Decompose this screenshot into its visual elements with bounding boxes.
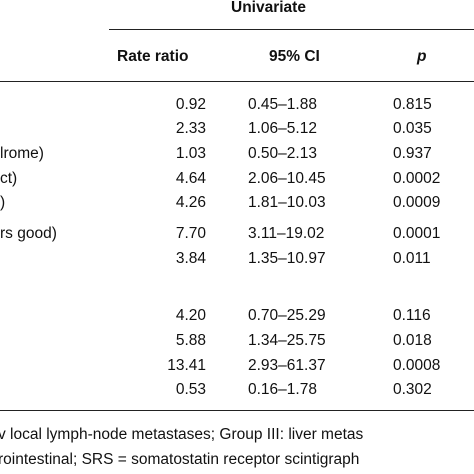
ci-cell: 2.93–61.37 — [248, 357, 326, 374]
p-value-cell: 0.011 — [393, 250, 431, 267]
p-value-cell: 0.302 — [393, 381, 432, 398]
row-label: ct) — [0, 170, 18, 187]
group-header-underline — [109, 29, 474, 30]
ci-cell: 0.50–2.13 — [248, 145, 317, 162]
footnote-line-2: rointestinal; SRS = somatostatin recepto… — [0, 451, 360, 468]
p-value-cell: 0.018 — [393, 332, 432, 349]
rate-ratio-cell: 7.70 — [175, 225, 206, 242]
ci-column-header: 95% CI — [269, 48, 320, 65]
rate-ratio-cell: 4.20 — [175, 307, 206, 324]
row-label: rs good) — [0, 225, 57, 242]
row-label: lrome) — [0, 145, 44, 162]
p-value-cell: 0.035 — [393, 120, 432, 137]
ci-cell: 1.34–25.75 — [248, 332, 326, 349]
ci-cell: 0.16–1.78 — [248, 381, 317, 398]
rate-ratio-cell: 2.33 — [175, 120, 206, 137]
rate-ratio-cell: 5.88 — [175, 332, 206, 349]
ci-cell: 1.35–10.97 — [248, 250, 326, 267]
p-value-cell: 0.937 — [393, 145, 432, 162]
footnote-line-1: v local lymph-node metastases; Group III… — [0, 426, 364, 443]
row-label: ) — [0, 194, 6, 211]
rate-ratio-cell: 1.03 — [175, 145, 206, 162]
rate-ratio-cell: 0.92 — [175, 96, 206, 113]
ci-cell: 2.06–10.45 — [248, 170, 326, 187]
rate-ratio-cell: 4.26 — [175, 194, 206, 211]
table-bottom-rule — [0, 410, 474, 411]
p-value-cell: 0.0009 — [393, 194, 441, 211]
rate-ratio-column-header: Rate ratio — [117, 48, 189, 65]
ci-cell: 3.11–19.02 — [248, 225, 325, 242]
ci-cell: 1.06–5.12 — [248, 120, 317, 137]
p-value-cell: 0.0002 — [393, 170, 441, 187]
rate-ratio-cell: 0.53 — [175, 381, 206, 398]
p-value-cell: 0.815 — [393, 96, 432, 113]
ci-cell: 0.70–25.29 — [248, 307, 326, 324]
ci-cell: 0.45–1.88 — [248, 96, 317, 113]
rate-ratio-cell: 13.41 — [167, 357, 206, 374]
p-value-cell: 0.116 — [393, 307, 431, 324]
univariate-group-header: Univariate — [231, 0, 306, 16]
rate-ratio-cell: 4.64 — [175, 170, 206, 187]
p-value-cell: 0.0008 — [393, 357, 441, 374]
p-value-cell: 0.0001 — [393, 225, 441, 242]
ci-cell: 1.81–10.03 — [248, 194, 326, 211]
p-column-header: p — [417, 48, 427, 65]
rate-ratio-cell: 3.84 — [175, 250, 206, 267]
header-bottom-rule — [0, 81, 474, 82]
